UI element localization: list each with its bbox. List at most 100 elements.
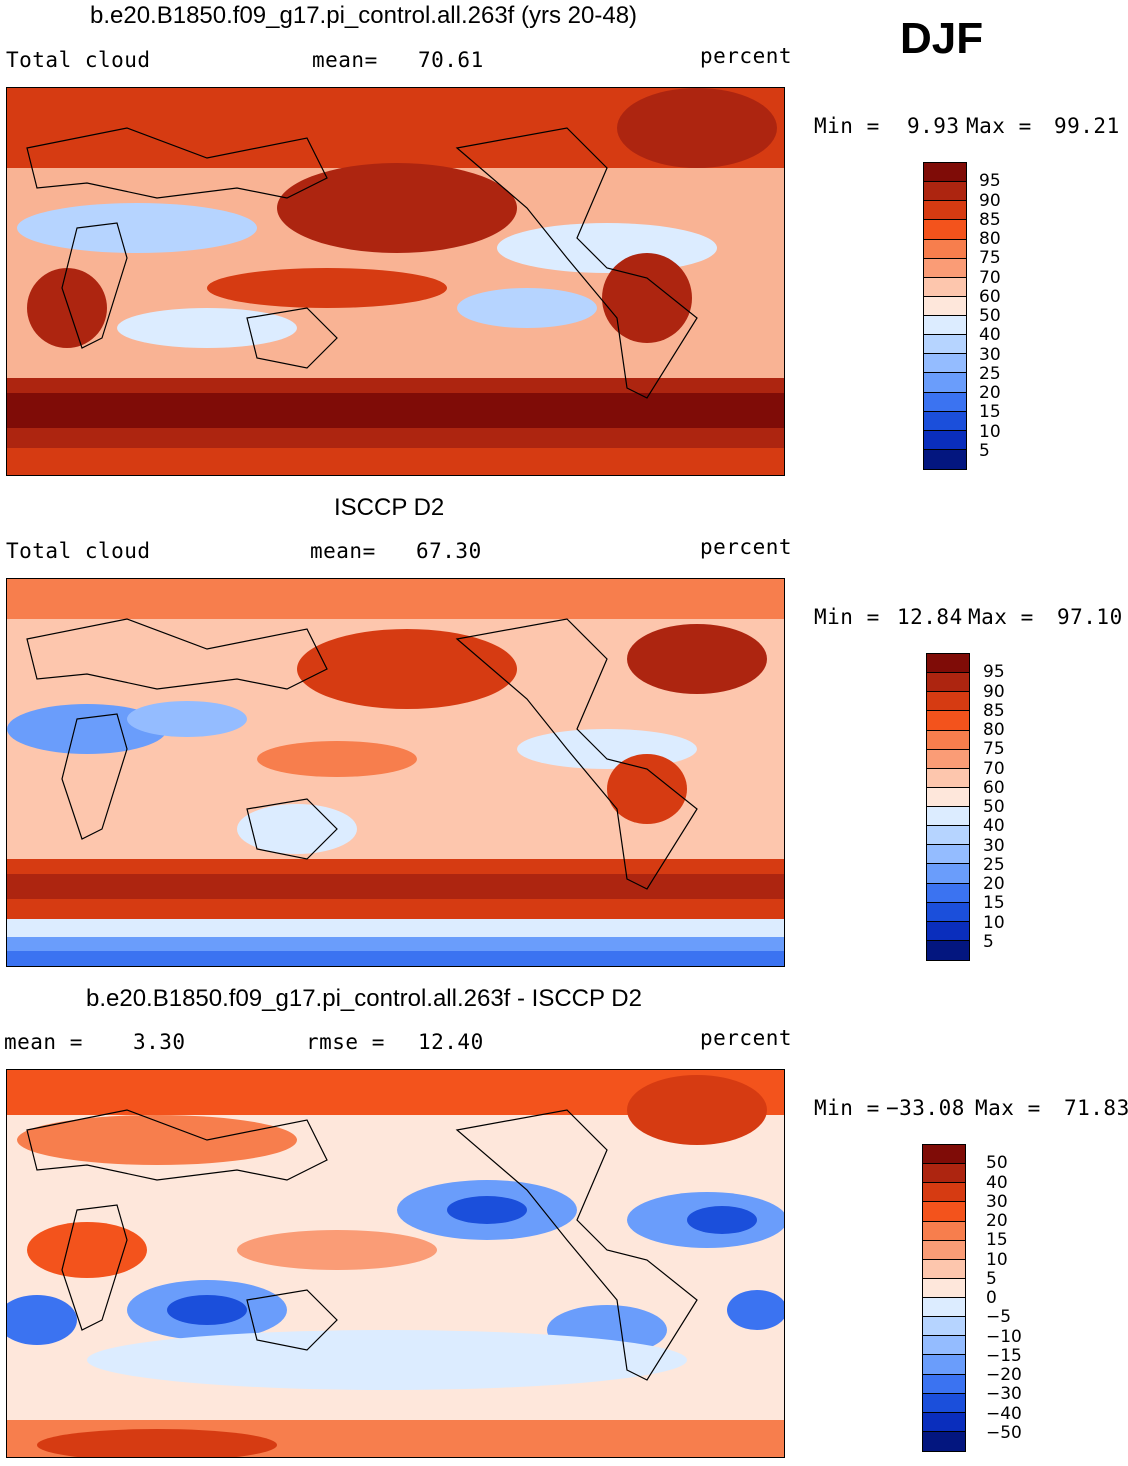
colorbar-tick-label: 5 bbox=[983, 931, 994, 952]
colorbar-cell bbox=[927, 826, 969, 846]
colorbar-tick-label: 10 bbox=[986, 1249, 1008, 1270]
colorbar-tick-label: 20 bbox=[983, 874, 1005, 894]
colorbar-cell bbox=[924, 201, 966, 221]
colorbar-tick-label: −10 bbox=[986, 1326, 1022, 1347]
colorbar-cell bbox=[924, 220, 966, 240]
panel3-map bbox=[6, 1069, 785, 1458]
panel2-left-label: Total cloud bbox=[6, 539, 151, 563]
panel2-units: percent bbox=[700, 535, 793, 559]
panel1-mean-value: 70.61 bbox=[418, 48, 484, 72]
panel1-min-label: Min = bbox=[814, 114, 880, 138]
colorbar-cell bbox=[924, 258, 966, 278]
panel1-left-label: Total cloud bbox=[6, 48, 151, 72]
panel2-colorbar bbox=[926, 653, 970, 961]
panel3-mean-label: mean = bbox=[4, 1030, 83, 1054]
colorbar-tick-label: 30 bbox=[983, 835, 1005, 856]
colorbar-cell bbox=[923, 1259, 965, 1279]
colorbar-cell bbox=[924, 411, 966, 431]
colorbar-tick-label: −20 bbox=[986, 1365, 1022, 1385]
colorbar-tick-label: 85 bbox=[983, 700, 1005, 721]
panel1-title: b.e20.B1850.f09_g17.pi_control.all.263f … bbox=[90, 2, 638, 29]
colorbar-tick-label: 60 bbox=[979, 286, 1001, 307]
panel1-min-value: 9.93 bbox=[907, 114, 960, 138]
colorbar-tick-label: 20 bbox=[986, 1211, 1008, 1231]
colorbar-tick-label: 30 bbox=[979, 344, 1001, 365]
panel2-mean-label: mean= bbox=[310, 539, 376, 563]
panel3-title: b.e20.B1850.f09_g17.pi_control.all.263f … bbox=[86, 985, 642, 1012]
colorbar-cell bbox=[924, 163, 966, 183]
colorbar-cell bbox=[923, 1164, 965, 1184]
colorbar-tick-label: 95 bbox=[983, 662, 1005, 683]
panel2-max-value: 97.10 bbox=[1057, 605, 1123, 629]
colorbar-cell bbox=[923, 1221, 965, 1241]
colorbar-tick-label: 10 bbox=[979, 421, 1001, 442]
colorbar-tick-label: −30 bbox=[986, 1384, 1022, 1405]
colorbar-cell bbox=[924, 354, 966, 374]
panel2-min-value: 12.84 bbox=[897, 605, 963, 629]
colorbar-cell bbox=[924, 373, 966, 393]
colorbar-tick-label: 80 bbox=[983, 720, 1005, 740]
colorbar-cell bbox=[923, 1393, 965, 1413]
colorbar-cell bbox=[927, 902, 969, 922]
colorbar-cell bbox=[923, 1278, 965, 1298]
colorbar-cell bbox=[924, 449, 966, 469]
panel2-max-label: Max = bbox=[968, 605, 1034, 629]
colorbar-cell bbox=[927, 654, 969, 674]
colorbar-cell bbox=[923, 1336, 965, 1356]
panel1-max-label: Max = bbox=[966, 114, 1032, 138]
panel2-cloud-field bbox=[7, 579, 784, 966]
colorbar-cell bbox=[924, 392, 966, 412]
panel3-max-value: 71.83 bbox=[1064, 1096, 1128, 1120]
colorbar-tick-label: 15 bbox=[986, 1230, 1008, 1251]
colorbar-cell bbox=[923, 1183, 965, 1203]
panel3-rmse-label: rmse = bbox=[306, 1030, 385, 1054]
colorbar-tick-label: 90 bbox=[983, 681, 1005, 702]
colorbar-cell bbox=[927, 883, 969, 903]
colorbar-tick-label: 5 bbox=[979, 440, 990, 461]
colorbar-cell bbox=[923, 1355, 965, 1375]
colorbar-tick-label: 30 bbox=[986, 1191, 1008, 1212]
panel2-map bbox=[6, 578, 785, 967]
panel1-map bbox=[6, 87, 785, 476]
colorbar-cell bbox=[923, 1145, 965, 1165]
colorbar-cell bbox=[923, 1374, 965, 1394]
colorbar-cell bbox=[923, 1202, 965, 1222]
colorbar-cell bbox=[924, 277, 966, 297]
panel3-colorbar bbox=[922, 1144, 966, 1452]
colorbar-tick-label: 20 bbox=[979, 383, 1001, 403]
colorbar-cell bbox=[927, 730, 969, 750]
colorbar-tick-label: 80 bbox=[979, 229, 1001, 249]
colorbar-tick-label: 10 bbox=[983, 912, 1005, 933]
panel1-max-value: 99.21 bbox=[1054, 114, 1120, 138]
colorbar-tick-label: 50 bbox=[983, 797, 1005, 817]
colorbar-cell bbox=[927, 921, 969, 941]
colorbar-tick-label: 15 bbox=[979, 402, 1001, 423]
colorbar-cell bbox=[927, 673, 969, 693]
colorbar-cell bbox=[924, 239, 966, 259]
colorbar-cell bbox=[927, 787, 969, 807]
colorbar-tick-label: 85 bbox=[979, 209, 1001, 230]
colorbar-tick-label: 60 bbox=[983, 777, 1005, 798]
colorbar-cell bbox=[923, 1317, 965, 1337]
colorbar-tick-label: 75 bbox=[983, 739, 1005, 760]
colorbar-tick-label: 40 bbox=[979, 325, 1001, 346]
colorbar-cell bbox=[927, 692, 969, 712]
panel2-min-label: Min = bbox=[814, 605, 880, 629]
panel1-units: percent bbox=[700, 44, 793, 68]
colorbar-tick-label: −5 bbox=[986, 1307, 1012, 1328]
panel3-difference-field bbox=[7, 1070, 784, 1457]
colorbar-cell bbox=[923, 1412, 965, 1432]
colorbar-tick-label: −15 bbox=[986, 1345, 1022, 1366]
colorbar-cell bbox=[927, 711, 969, 731]
colorbar-cell bbox=[927, 768, 969, 788]
colorbar-cell bbox=[927, 807, 969, 827]
panel3-max-label: Max = bbox=[975, 1096, 1041, 1120]
colorbar-cell bbox=[923, 1431, 965, 1451]
colorbar-cell bbox=[924, 430, 966, 450]
colorbar-tick-label: 70 bbox=[979, 267, 1001, 288]
colorbar-cell bbox=[927, 940, 969, 960]
colorbar-cell bbox=[924, 335, 966, 355]
colorbar-cell bbox=[924, 316, 966, 336]
panel3-units: percent bbox=[700, 1026, 793, 1050]
colorbar-tick-label: 75 bbox=[979, 248, 1001, 269]
